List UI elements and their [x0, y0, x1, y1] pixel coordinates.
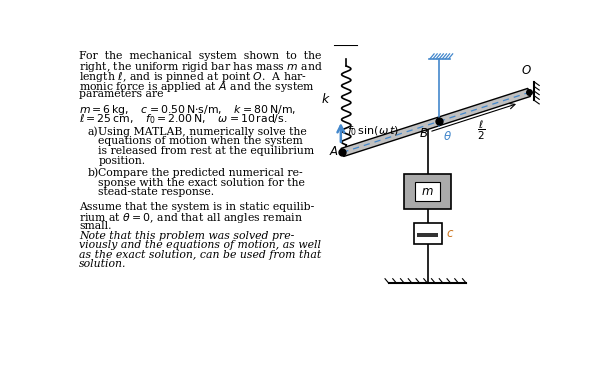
Text: as the exact solution, can be used from that: as the exact solution, can be used from … — [79, 250, 321, 260]
Text: parameters are: parameters are — [79, 89, 163, 99]
Text: $f_0\,\sin(\omega\, t)$: $f_0\,\sin(\omega\, t)$ — [347, 124, 399, 138]
Text: $\dfrac{\ell}{2}$: $\dfrac{\ell}{2}$ — [477, 119, 486, 142]
Text: rium at $\theta = 0$, and that all angles remain: rium at $\theta = 0$, and that all angle… — [79, 211, 303, 225]
Text: Compare the predicted numerical re-: Compare the predicted numerical re- — [98, 168, 303, 178]
Text: $c$: $c$ — [446, 227, 455, 240]
Text: right, the uniform rigid bar has mass $m$ and: right, the uniform rigid bar has mass $m… — [79, 60, 323, 74]
Text: monic force is applied at $A$ and the system: monic force is applied at $A$ and the sy… — [79, 80, 315, 94]
Text: length $\ell$, and is pinned at point $O$.  A har-: length $\ell$, and is pinned at point $O… — [79, 70, 307, 84]
Bar — [415, 182, 440, 201]
Text: b): b) — [88, 168, 98, 179]
Bar — [417, 233, 438, 237]
Text: position.: position. — [98, 155, 145, 166]
Text: $m$: $m$ — [421, 185, 434, 198]
Text: Note that this problem was solved pre-: Note that this problem was solved pre- — [79, 231, 294, 241]
Text: $m = 6\,\mathrm{kg},\quad c = 0.50\,\mathrm{N{\cdot}s/m},\quad k = 80\,\mathrm{N: $m = 6\,\mathrm{kg},\quad c = 0.50\,\mat… — [79, 103, 296, 117]
Text: sponse with the exact solution for the: sponse with the exact solution for the — [98, 178, 305, 188]
Text: $\ell = 25\,\mathrm{cm},\quad f_0 = 2.00\,\mathrm{N},\quad \omega = 10\,\mathrm{: $\ell = 25\,\mathrm{cm},\quad f_0 = 2.00… — [79, 112, 287, 126]
Polygon shape — [341, 89, 530, 157]
Text: small.: small. — [79, 221, 112, 231]
Text: stead-state response.: stead-state response. — [98, 187, 214, 198]
Text: equations of motion when the system: equations of motion when the system — [98, 136, 303, 146]
Text: a): a) — [88, 126, 98, 137]
Text: viously and the equations of motion, as well: viously and the equations of motion, as … — [79, 240, 321, 250]
Text: $k$: $k$ — [321, 92, 331, 106]
Text: solution.: solution. — [79, 260, 127, 269]
Text: $A$: $A$ — [329, 145, 339, 158]
Text: $\theta$: $\theta$ — [443, 131, 452, 144]
Bar — [404, 174, 451, 209]
Text: is released from rest at the equilibrium: is released from rest at the equilibrium — [98, 146, 314, 156]
Text: Assume that the system is in static equilib-: Assume that the system is in static equi… — [79, 202, 314, 212]
Text: For  the  mechanical  system  shown  to  the: For the mechanical system shown to the — [79, 51, 321, 61]
Text: $B$: $B$ — [419, 127, 428, 140]
Text: Using MATLAB, numerically solve the: Using MATLAB, numerically solve the — [98, 126, 307, 137]
Bar — [413, 222, 442, 244]
Text: $O$: $O$ — [521, 64, 532, 77]
